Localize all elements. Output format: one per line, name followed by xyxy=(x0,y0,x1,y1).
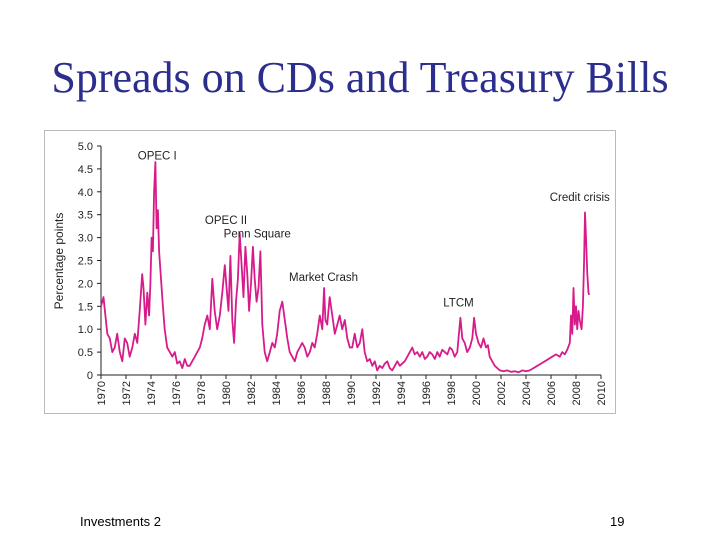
x-tick-label: 2006 xyxy=(546,381,558,405)
y-tick-label: 3.0 xyxy=(78,233,93,245)
y-tick-label: 4.5 xyxy=(78,164,93,176)
y-tick-label: 0.5 xyxy=(78,347,93,359)
x-tick-label: 1982 xyxy=(246,381,258,405)
annotation-label: Credit crisis xyxy=(550,192,610,204)
y-tick-label: 5.0 xyxy=(78,141,93,153)
annotation-label: LTCM xyxy=(443,297,473,309)
footer-course-label: Investments 2 xyxy=(80,514,161,529)
y-axis-label: Percentage points xyxy=(52,213,66,310)
x-tick-label: 1988 xyxy=(321,381,333,405)
chart-axes xyxy=(100,146,601,376)
x-tick-label: 1972 xyxy=(121,381,133,405)
x-tick-label: 1998 xyxy=(446,381,458,405)
spread-line-chart: 0 0.5 1.0 1.5 2.0 2.5 3.0 3.5 4.0 4.5 5.0 1970 1972… xyxy=(52,141,610,405)
x-tick-label: 1980 xyxy=(221,381,233,405)
x-tick-label: 1976 xyxy=(171,381,183,405)
annotations-group: OPEC I OPEC II Penn Square Market Crash LTCM… xyxy=(138,151,610,310)
series-line xyxy=(100,161,590,374)
x-tick-label: 2010 xyxy=(596,381,608,405)
x-tick-label: 2000 xyxy=(471,381,483,405)
x-tick-label: 1994 xyxy=(396,381,408,405)
y-tick-label: 1.0 xyxy=(78,324,93,336)
y-tick-label: 3.5 xyxy=(78,210,93,222)
series-group xyxy=(100,161,590,374)
x-tick-label: 2002 xyxy=(496,381,508,405)
y-tick-label: 2.0 xyxy=(78,278,93,290)
y-tick-label: 2.5 xyxy=(78,256,93,268)
slide-title: Spreads on CDs and Treasury Bills xyxy=(51,53,669,102)
y-axis-ticks: 0 0.5 1.0 1.5 2.0 2.5 3.0 3.5 4.0 4.5 5.0 xyxy=(78,141,101,382)
x-tick-label: 2008 xyxy=(571,381,583,405)
chart-container: 0 0.5 1.0 1.5 2.0 2.5 3.0 3.5 4.0 4.5 5.0 1970 1972… xyxy=(44,130,616,414)
annotation-label: OPEC I xyxy=(138,151,177,163)
page-number: 19 xyxy=(610,514,625,529)
x-tick-label: 1986 xyxy=(296,381,308,405)
annotation-label: OPEC II xyxy=(205,215,247,227)
x-tick-label: 1970 xyxy=(96,381,108,405)
y-tick-label: 0 xyxy=(87,370,93,382)
annotation-label: Penn Square xyxy=(224,229,291,241)
x-tick-label: 1990 xyxy=(346,381,358,405)
x-tick-label: 1984 xyxy=(271,381,283,405)
x-tick-label: 2004 xyxy=(521,381,533,405)
annotation-label: Market Crash xyxy=(289,272,358,284)
x-tick-label: 1992 xyxy=(371,381,383,405)
x-tick-label: 1978 xyxy=(196,381,208,405)
y-tick-label: 4.0 xyxy=(78,187,93,199)
y-tick-label: 1.5 xyxy=(78,301,93,313)
x-tick-label: 1996 xyxy=(421,381,433,405)
x-tick-label: 1974 xyxy=(146,381,158,405)
x-axis-ticks: 1970 1972 1974 1976 1978 1980 1982 1984 1986 1988… xyxy=(96,375,608,405)
